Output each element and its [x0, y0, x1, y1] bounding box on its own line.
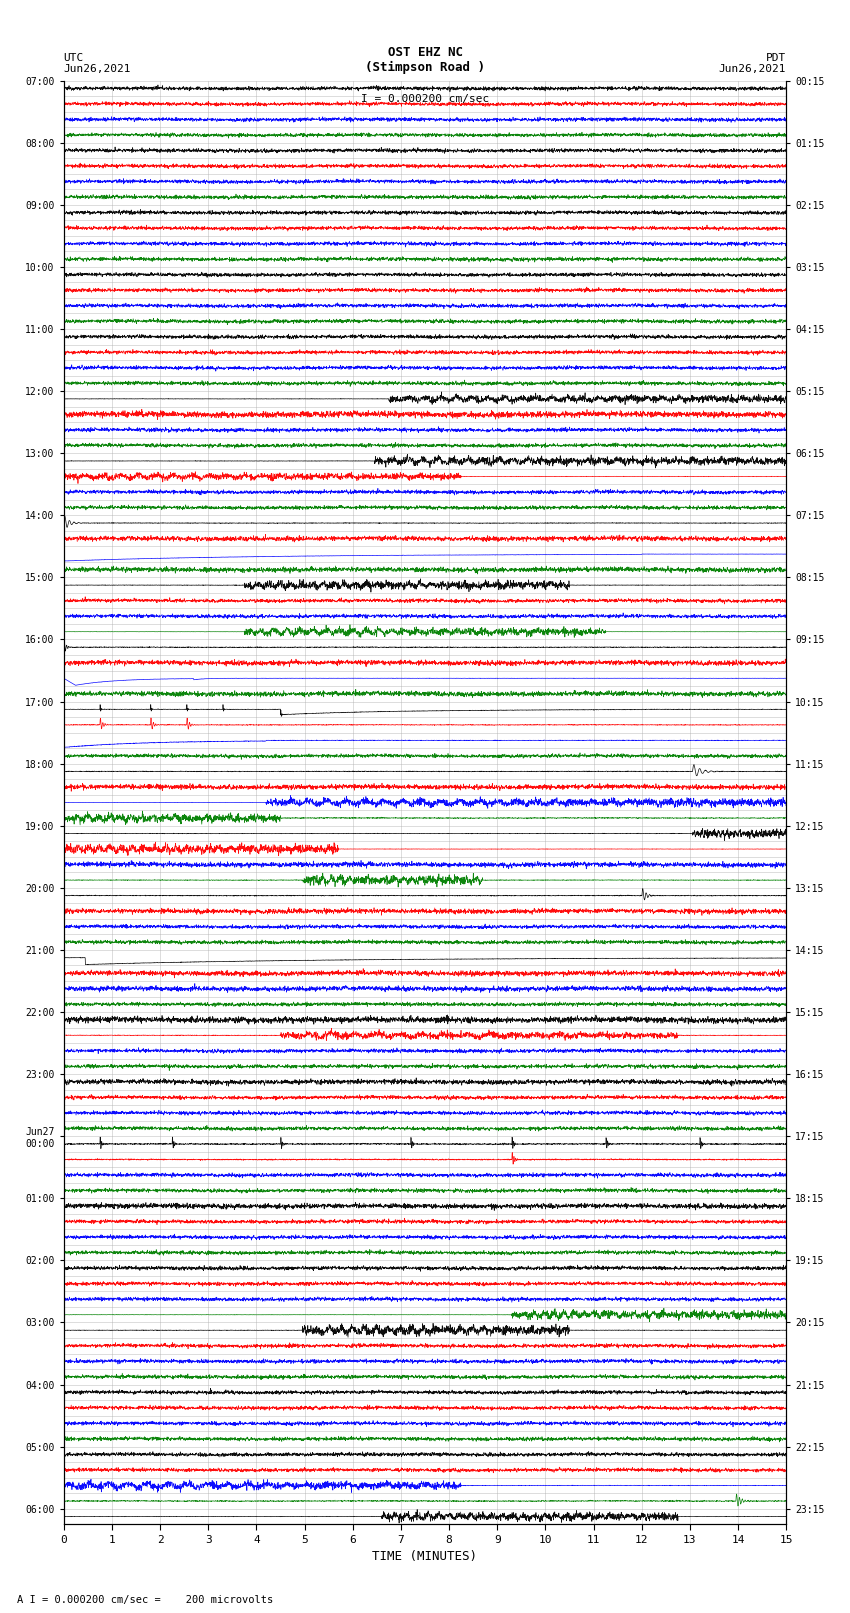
Text: UTC
Jun26,2021: UTC Jun26,2021	[64, 53, 131, 74]
Text: OST EHZ NC
(Stimpson Road ): OST EHZ NC (Stimpson Road )	[365, 47, 485, 74]
Text: I = 0.000200 cm/sec: I = 0.000200 cm/sec	[361, 94, 489, 103]
Text: PDT
Jun26,2021: PDT Jun26,2021	[719, 53, 786, 74]
X-axis label: TIME (MINUTES): TIME (MINUTES)	[372, 1550, 478, 1563]
Text: A I = 0.000200 cm/sec =    200 microvolts: A I = 0.000200 cm/sec = 200 microvolts	[17, 1595, 273, 1605]
